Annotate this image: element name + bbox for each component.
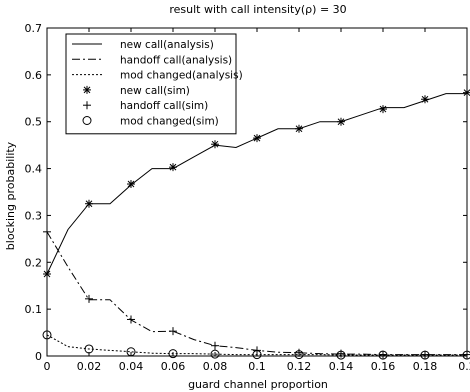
x-tick-label: 0.16: [371, 360, 396, 373]
x-tick-label: 0.1: [248, 360, 266, 373]
x-tick-label: 0.14: [329, 360, 354, 373]
y-tick-label: 0.6: [25, 69, 43, 82]
chart-title: result with call intensity(ρ) = 30: [169, 3, 346, 16]
legend-label-mod-changed-sim: mod changed(sim): [120, 116, 219, 128]
y-tick-label: 0: [35, 350, 42, 363]
x-tick-label: 0.08: [203, 360, 228, 373]
x-tick-label: 0.04: [119, 360, 144, 373]
data-point-handoff-call-sim: [85, 294, 93, 303]
data-point-new-call-sim: [169, 163, 177, 172]
data-point-mod-changed-sim: [462, 350, 470, 360]
data-point-mod-changed-sim: [168, 349, 178, 359]
legend: new call(analysis) handoff call(analysis)…: [65, 33, 243, 135]
data-point-mod-changed-sim: [42, 330, 52, 340]
legend-label-mod-changed-analysis: mod changed(analysis): [120, 70, 243, 82]
data-point-handoff-call-sim: [127, 315, 135, 324]
y-tick-label: 0.1: [25, 303, 43, 316]
y-axis-label: blocking probability: [4, 141, 17, 250]
legend-box: [65, 33, 237, 135]
data-point-new-call-sim: [295, 124, 303, 133]
y-tick-label: 0.7: [25, 22, 43, 35]
data-point-new-call-sim: [85, 199, 93, 208]
data-point-mod-changed-sim: [210, 349, 220, 359]
data-point-new-call-sim: [463, 88, 470, 97]
data-point-handoff-call-sim: [43, 227, 51, 236]
data-point-new-call-sim: [337, 117, 345, 126]
legend-label-new-call-sim: new call(sim): [120, 85, 190, 97]
x-tick-label: 0.12: [287, 360, 312, 373]
data-point-new-call-sim: [253, 134, 261, 143]
x-tick-label: 0.18: [413, 360, 438, 373]
x-axis-ticks: 0 0.02 0.04 0.06 0.08 0.1 0.12 0.14 0.16 0.18 0.2: [44, 28, 470, 373]
data-point-mod-changed-sim: [252, 350, 262, 360]
data-point-handoff-call-sim: [211, 341, 219, 350]
legend-marker-new-call-sim: [83, 85, 91, 94]
data-point-mod-changed-sim: [378, 350, 388, 360]
y-axis-ticks: 0 0.1 0.2 0.3 0.4 0.5 0.6 0.7: [25, 22, 467, 363]
legend-label-new-call-analysis: new call(analysis): [120, 39, 214, 51]
data-point-new-call-sim: [127, 180, 135, 189]
data-point-new-call-sim: [211, 140, 219, 149]
x-tick-label: 0.02: [77, 360, 102, 373]
data-point-new-call-sim: [43, 270, 51, 278]
data-point-mod-changed-sim: [420, 350, 430, 360]
legend-label-handoff-call-sim: handoff call(sim): [120, 100, 208, 112]
x-tick-label: 0.2: [458, 360, 470, 373]
legend-label-handoff-call-analysis: handoff call(analysis): [120, 54, 232, 66]
legend-marker-mod-changed-sim: [82, 116, 92, 125]
data-point-new-call-sim: [379, 105, 387, 114]
y-tick-label: 0.5: [25, 116, 43, 129]
data-point-mod-changed-sim: [336, 350, 346, 360]
y-tick-label: 0.2: [25, 256, 43, 269]
legend-marker-handoff-call-sim: [83, 101, 91, 110]
data-point-new-call-sim: [421, 95, 429, 104]
y-tick-label: 0.3: [25, 209, 43, 222]
x-axis-label: guard channel proportion: [188, 378, 328, 391]
x-tick-label: 0.06: [161, 360, 186, 373]
data-point-mod-changed-sim: [294, 350, 304, 360]
x-tick-label: 0: [44, 360, 51, 373]
y-tick-label: 0.4: [25, 163, 43, 176]
data-point-handoff-call-sim: [169, 327, 177, 336]
